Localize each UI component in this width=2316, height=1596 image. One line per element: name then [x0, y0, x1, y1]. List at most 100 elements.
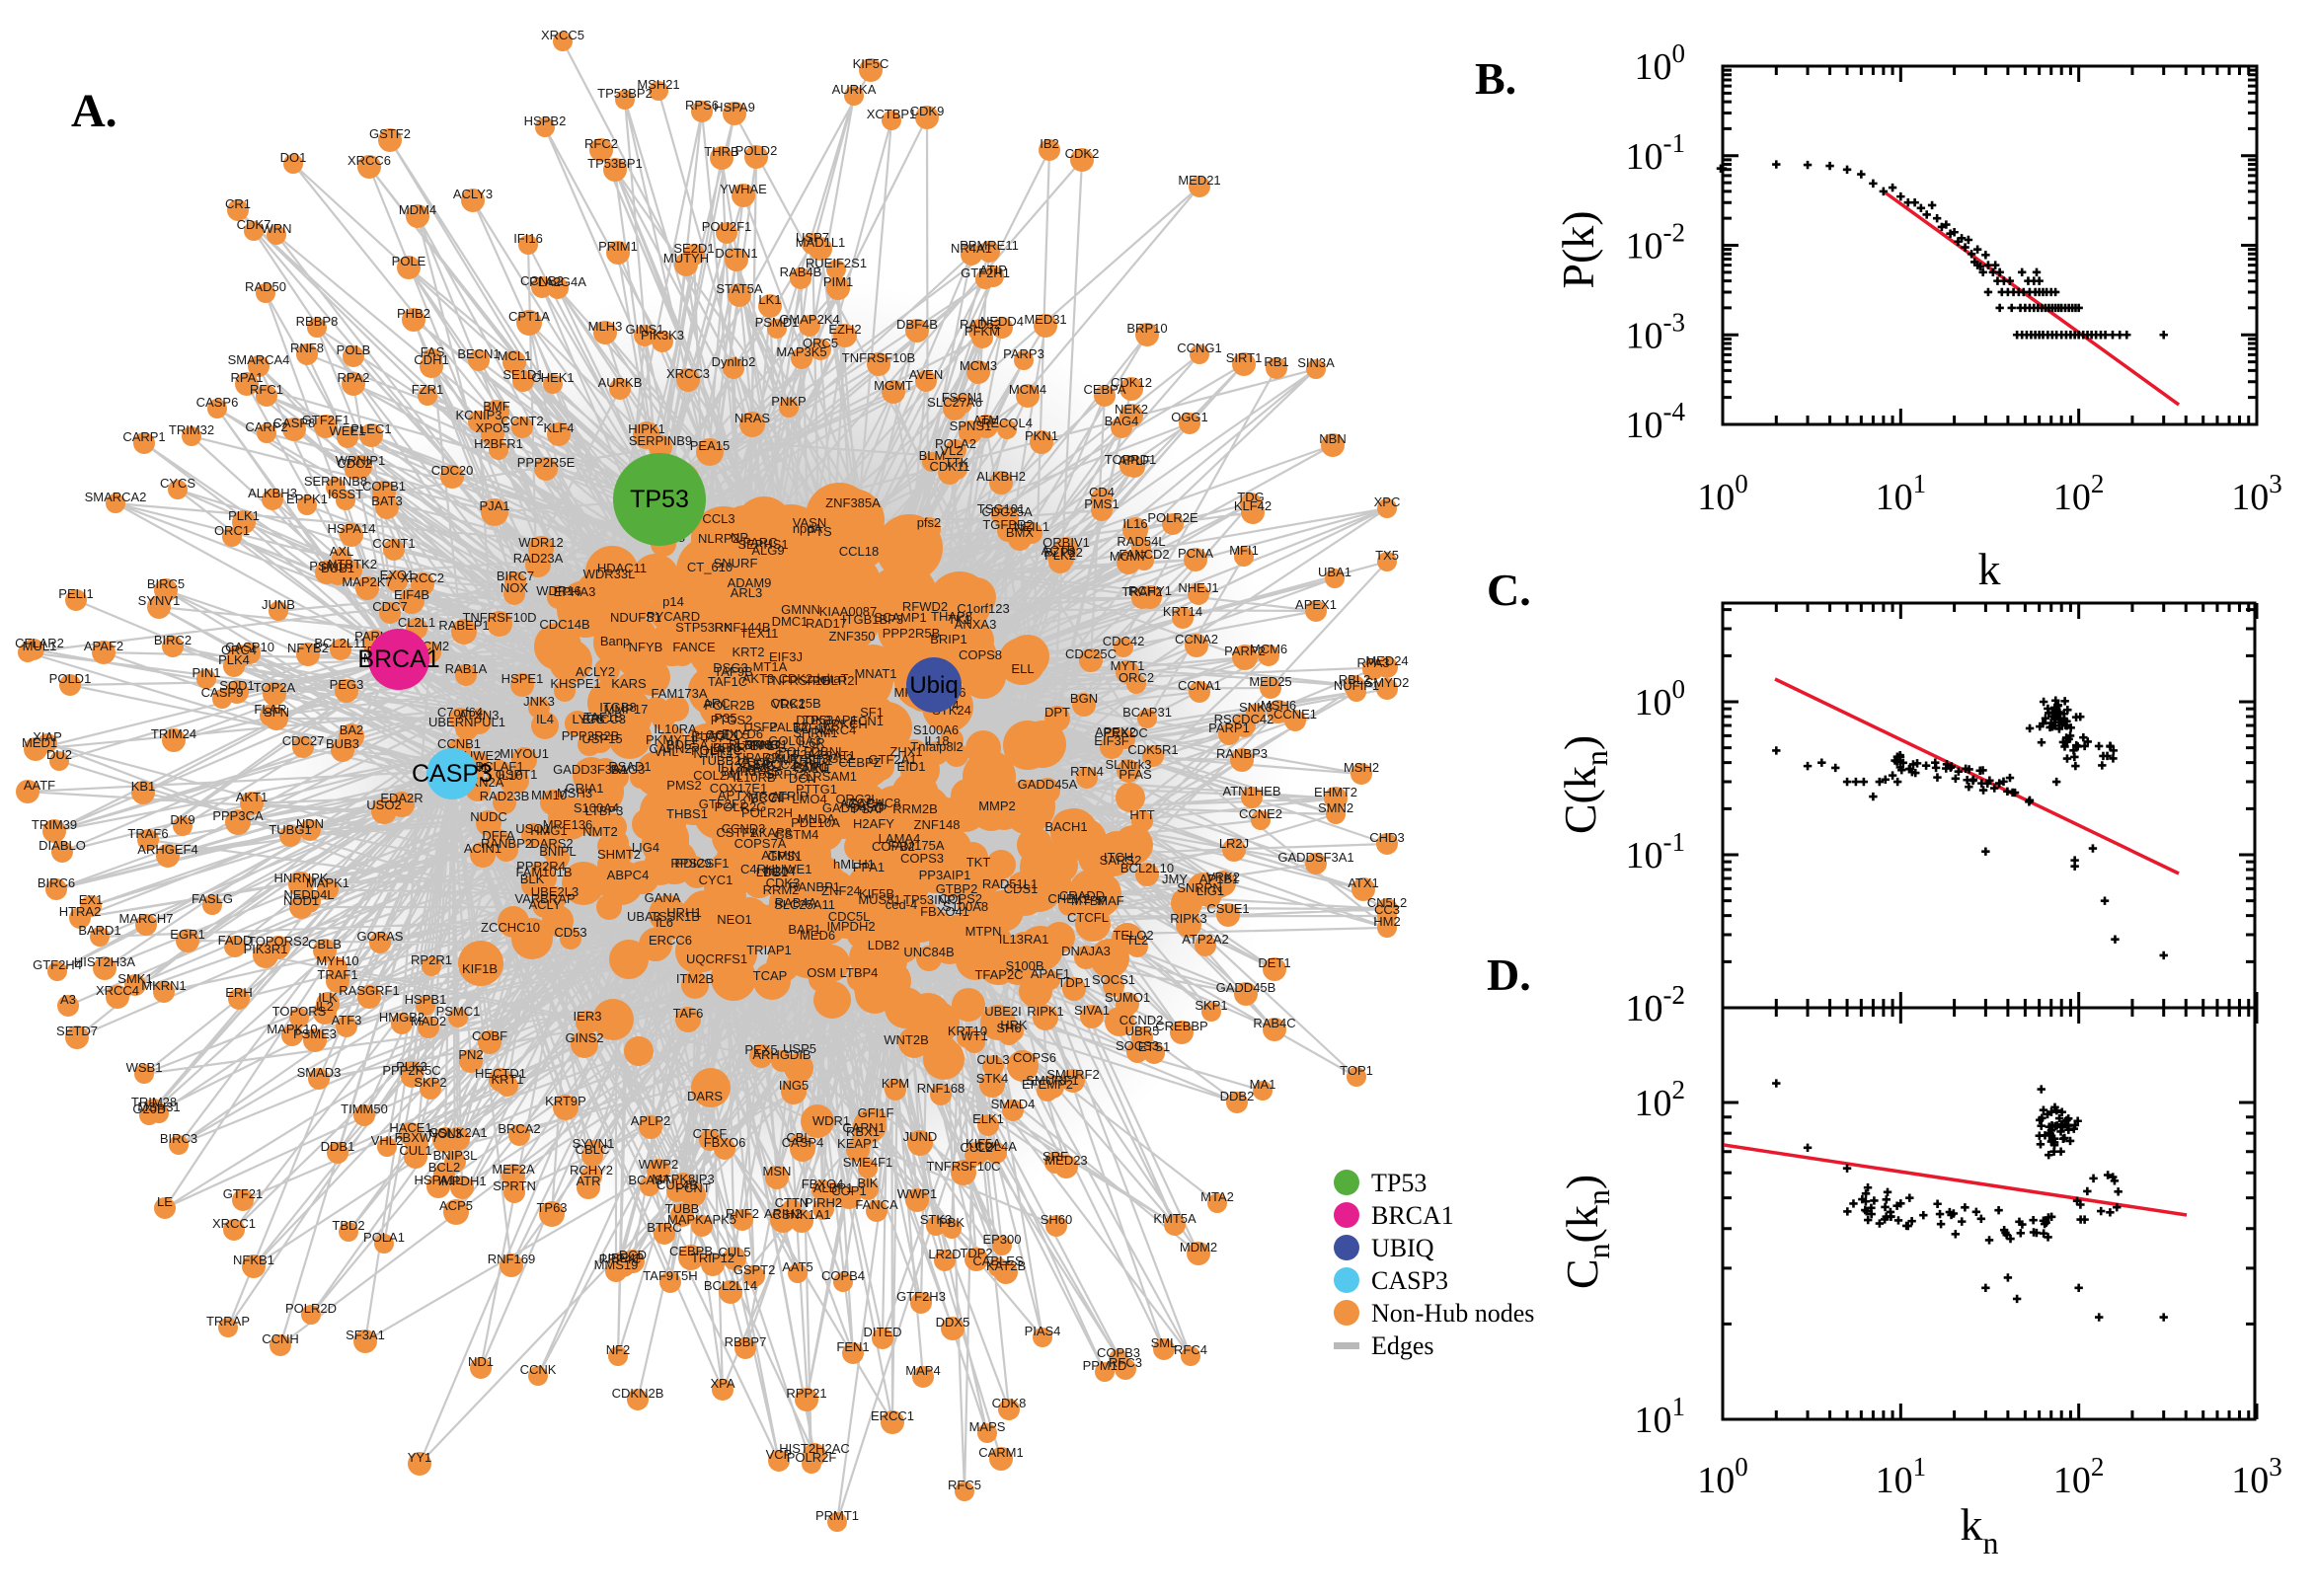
svg-text:SHMT2: SHMT2: [597, 847, 641, 862]
svg-text:PSMD1: PSMD1: [755, 315, 800, 330]
svg-text:LR2J: LR2J: [1219, 836, 1249, 851]
svg-text:MSH21: MSH21: [637, 77, 679, 92]
svg-text:DDB2: DDB2: [1220, 1089, 1255, 1103]
svg-text:MSH2: MSH2: [1344, 760, 1379, 775]
svg-text:MYH10: MYH10: [316, 953, 358, 968]
svg-text:CDC25B: CDC25B: [770, 696, 820, 711]
svg-text:BCAP31: BCAP31: [1122, 705, 1172, 720]
svg-text:TOP1: TOP1: [1340, 1063, 1373, 1078]
svg-text:TOP2A: TOP2A: [254, 680, 296, 695]
svg-text:ELK1: ELK1: [972, 1111, 1004, 1126]
svg-text:UBA1: UBA1: [1318, 565, 1351, 579]
svg-text:TRAF2: TRAF2: [1121, 584, 1162, 599]
svg-text:AKT3: AKT3: [742, 671, 775, 686]
svg-text:MFI1: MFI1: [1229, 543, 1259, 558]
svg-text:THRB: THRB: [704, 144, 738, 159]
svg-text:NEO1: NEO1: [717, 912, 751, 927]
svg-text:UBE2I: UBE2I: [984, 1004, 1022, 1019]
svg-text:DBNL: DBNL: [811, 744, 846, 759]
svg-text:COPS6: COPS6: [1013, 1050, 1056, 1065]
svg-text:NFKB1: NFKB1: [233, 1253, 274, 1267]
svg-text:SFN: SFN: [264, 705, 289, 720]
svg-text:P35: P35: [714, 711, 736, 725]
svg-text:RAD52: RAD52: [960, 317, 1001, 332]
svg-text:AKAP8: AKAP8: [750, 825, 792, 840]
svg-text:TP53: TP53: [1371, 1169, 1427, 1197]
svg-text:GINS1: GINS1: [625, 322, 663, 337]
svg-text:IFI16: IFI16: [513, 231, 543, 246]
svg-text:EZH2: EZH2: [828, 322, 861, 337]
svg-text:SEPHS1: SEPHS1: [737, 537, 788, 552]
svg-text:CD53: CD53: [554, 925, 586, 940]
svg-text:NEDD4L: NEDD4L: [283, 887, 334, 902]
svg-text:KLF42: KLF42: [1234, 498, 1272, 513]
svg-text:OGG1: OGG1: [1171, 410, 1208, 424]
svg-text:CDK7: CDK7: [237, 217, 271, 232]
svg-text:DET1: DET1: [1258, 955, 1290, 970]
svg-text:C.: C.: [1487, 565, 1531, 615]
svg-text:RPS6: RPS6: [685, 98, 719, 113]
svg-text:GRIA1: GRIA1: [565, 781, 603, 796]
svg-text:EP300: EP300: [982, 1232, 1021, 1247]
svg-text:GTF2H3: GTF2H3: [896, 1289, 946, 1304]
svg-text:SIN3A: SIN3A: [1297, 355, 1335, 370]
svg-text:USO2: USO2: [366, 798, 401, 812]
svg-text:CCNT1: CCNT1: [372, 536, 415, 551]
svg-text:CDC14B: CDC14B: [539, 617, 589, 632]
svg-text:DARS: DARS: [687, 1089, 723, 1103]
svg-text:PN2: PN2: [458, 1047, 483, 1062]
svg-text:LK1: LK1: [758, 292, 781, 307]
svg-text:KAT2B: KAT2B: [986, 1258, 1026, 1273]
svg-text:KB1: KB1: [131, 779, 156, 794]
svg-text:TL2: TL2: [1126, 933, 1148, 948]
svg-text:WT1: WT1: [961, 1028, 987, 1043]
svg-text:JUND: JUND: [903, 1129, 938, 1144]
svg-text:pfs2: pfs2: [917, 515, 942, 530]
svg-text:XPC: XPC: [1374, 494, 1401, 509]
svg-text:TDP1: TDP1: [1057, 975, 1090, 990]
svg-text:PRMT1: PRMT1: [815, 1508, 859, 1523]
svg-text:FANCA: FANCA: [855, 1197, 898, 1212]
svg-text:VASN: VASN: [793, 515, 826, 530]
svg-text:HNRNPK: HNRNPK: [274, 871, 329, 885]
svg-text:RPP21: RPP21: [786, 1386, 826, 1401]
svg-text:MARCH7: MARCH7: [119, 911, 174, 926]
svg-text:UQCRFS1: UQCRFS1: [686, 951, 747, 966]
svg-text:MCM4: MCM4: [1009, 382, 1046, 397]
svg-text:CHEK2: CHEK2: [1047, 891, 1090, 906]
svg-text:CARP1: CARP1: [122, 429, 165, 444]
svg-text:CCNB2: CCNB2: [520, 273, 564, 288]
svg-text:WDR33L: WDR33L: [583, 567, 636, 581]
svg-text:CUL5: CUL5: [718, 1245, 750, 1259]
svg-text:ITCH: ITCH: [1104, 850, 1133, 865]
svg-text:TRIM24: TRIM24: [151, 726, 196, 741]
svg-text:ATF3: ATF3: [332, 1013, 362, 1027]
svg-text:TOPORS: TOPORS: [272, 1004, 327, 1019]
svg-text:CSUE1: CSUE1: [1206, 901, 1249, 916]
svg-text:SF3A1: SF3A1: [346, 1328, 385, 1342]
svg-text:Non-Hub nodes: Non-Hub nodes: [1371, 1299, 1534, 1328]
svg-text:LYCS: LYCS: [573, 712, 605, 726]
svg-text:FAM175A: FAM175A: [888, 838, 944, 853]
svg-text:BRCA1: BRCA1: [1371, 1201, 1454, 1230]
svg-text:RECQL4: RECQL4: [981, 416, 1033, 430]
svg-text:FEN1: FEN1: [836, 1339, 869, 1354]
svg-text:USO1: USO1: [515, 821, 550, 836]
svg-text:NRAS: NRAS: [734, 411, 770, 425]
svg-text:CDC5L: CDC5L: [828, 909, 871, 924]
svg-text:TCAP: TCAP: [753, 968, 788, 983]
svg-text:ZNF148: ZNF148: [914, 817, 961, 832]
svg-text:HTRA2: HTRA2: [59, 904, 102, 919]
svg-text:RPA2: RPA2: [338, 370, 370, 385]
svg-text:NOX: NOX: [501, 580, 529, 595]
svg-text:TUBB2A: TUBB2A: [700, 753, 750, 768]
svg-text:POLR2E: POLR2E: [1147, 510, 1198, 525]
svg-text:TRAF6: TRAF6: [127, 826, 168, 841]
svg-text:WDR16: WDR16: [536, 583, 581, 598]
svg-text:RASGRF1: RASGRF1: [339, 983, 399, 998]
svg-text:CDC25A: CDC25A: [981, 504, 1033, 519]
svg-text:USP15: USP15: [581, 731, 622, 746]
svg-text:ATXN3: ATXN3: [459, 708, 500, 722]
svg-text:EGR1: EGR1: [170, 927, 204, 942]
svg-text:WEE1: WEE1: [330, 423, 366, 438]
